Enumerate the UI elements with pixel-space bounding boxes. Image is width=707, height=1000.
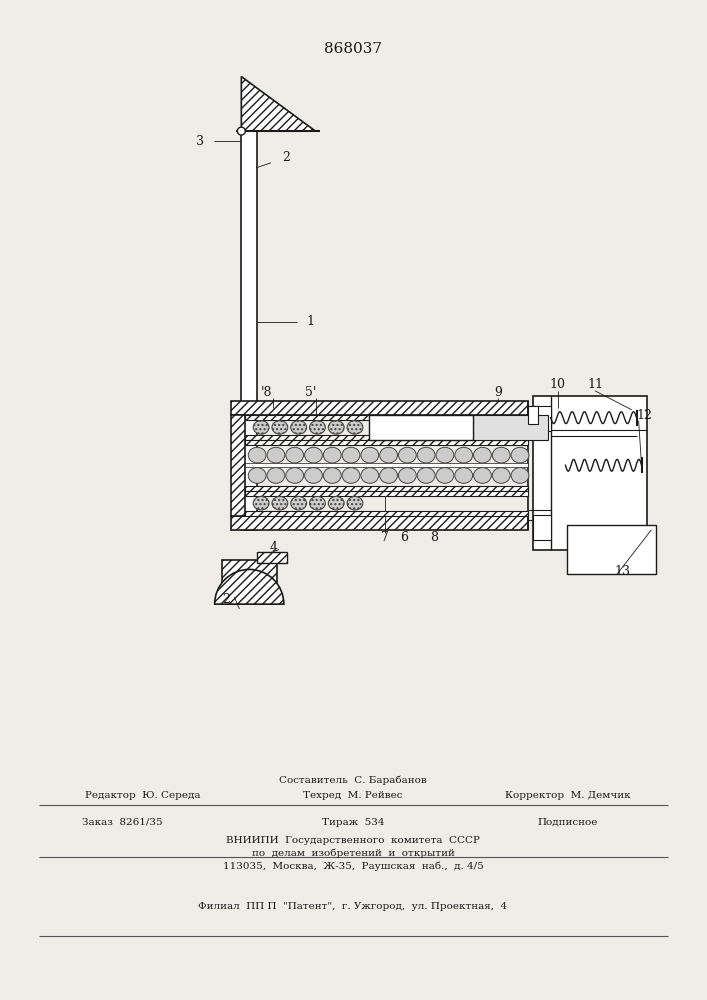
Bar bbox=[369, 415, 472, 440]
Ellipse shape bbox=[361, 447, 379, 463]
Ellipse shape bbox=[474, 447, 491, 463]
Text: 2: 2 bbox=[223, 593, 230, 606]
Ellipse shape bbox=[328, 421, 344, 434]
Ellipse shape bbox=[511, 447, 529, 463]
Text: по  делам  изобретений  и  открытий: по делам изобретений и открытий bbox=[252, 848, 455, 858]
Ellipse shape bbox=[380, 468, 397, 483]
Text: Подписное: Подписное bbox=[537, 818, 597, 827]
Bar bbox=[231, 516, 528, 530]
Ellipse shape bbox=[328, 496, 344, 510]
Text: 3: 3 bbox=[196, 135, 204, 148]
Ellipse shape bbox=[399, 468, 416, 483]
Bar bbox=[241, 131, 257, 530]
Bar bbox=[533, 515, 551, 540]
Text: 113035,  Москва,  Ж-35,  Раушская  наб.,  д. 4/5: 113035, Москва, Ж-35, Раушская наб., д. … bbox=[223, 861, 484, 871]
Ellipse shape bbox=[291, 496, 307, 510]
Ellipse shape bbox=[492, 447, 510, 463]
Ellipse shape bbox=[436, 447, 454, 463]
Ellipse shape bbox=[342, 447, 360, 463]
Text: Корректор  М. Демчик: Корректор М. Демчик bbox=[505, 791, 630, 800]
Ellipse shape bbox=[323, 468, 341, 483]
Bar bbox=[245, 435, 528, 440]
Text: Тираж  534: Тираж 534 bbox=[322, 818, 385, 827]
Ellipse shape bbox=[267, 447, 285, 463]
Text: Заказ  8261/35: Заказ 8261/35 bbox=[83, 818, 163, 827]
Bar bbox=[245, 486, 528, 491]
Text: Составитель  С. Барабанов: Составитель С. Барабанов bbox=[279, 776, 427, 785]
Bar bbox=[231, 401, 528, 415]
Polygon shape bbox=[241, 77, 315, 131]
Ellipse shape bbox=[347, 421, 363, 434]
Text: Техред  М. Рейвес: Техред М. Рейвес bbox=[303, 791, 403, 800]
Bar bbox=[221, 560, 277, 604]
Text: 12: 12 bbox=[636, 409, 653, 422]
Ellipse shape bbox=[248, 468, 266, 483]
Ellipse shape bbox=[305, 468, 322, 483]
Ellipse shape bbox=[455, 447, 472, 463]
Ellipse shape bbox=[286, 468, 303, 483]
Ellipse shape bbox=[310, 496, 325, 510]
Text: 6: 6 bbox=[400, 531, 409, 544]
Ellipse shape bbox=[399, 447, 416, 463]
Ellipse shape bbox=[248, 447, 266, 463]
Text: 2: 2 bbox=[282, 151, 290, 164]
Ellipse shape bbox=[291, 421, 307, 434]
Ellipse shape bbox=[267, 468, 285, 483]
Bar bbox=[568, 525, 656, 574]
Text: Редактор  Ю. Середа: Редактор Ю. Середа bbox=[85, 791, 200, 800]
Bar bbox=[472, 415, 548, 440]
Ellipse shape bbox=[361, 468, 379, 483]
Bar bbox=[533, 396, 646, 550]
Ellipse shape bbox=[492, 468, 510, 483]
Circle shape bbox=[238, 127, 245, 135]
Bar bbox=[245, 463, 528, 467]
Wedge shape bbox=[215, 569, 284, 604]
Text: 7: 7 bbox=[380, 531, 389, 544]
Ellipse shape bbox=[380, 447, 397, 463]
Text: 5': 5' bbox=[305, 386, 316, 399]
Text: ВНИИПИ  Государственного  комитета  СССР: ВНИИПИ Государственного комитета СССР bbox=[226, 836, 480, 845]
Bar bbox=[231, 415, 245, 516]
Bar bbox=[245, 440, 528, 445]
Text: 10: 10 bbox=[549, 378, 566, 391]
Text: 8: 8 bbox=[430, 531, 438, 544]
Ellipse shape bbox=[323, 447, 341, 463]
Ellipse shape bbox=[436, 468, 454, 483]
Ellipse shape bbox=[455, 468, 472, 483]
Bar bbox=[257, 552, 287, 563]
Ellipse shape bbox=[417, 468, 435, 483]
Bar bbox=[245, 511, 528, 516]
Ellipse shape bbox=[342, 468, 360, 483]
Ellipse shape bbox=[253, 421, 269, 434]
Bar bbox=[245, 415, 528, 420]
Text: 11: 11 bbox=[587, 378, 603, 391]
Bar bbox=[533, 406, 551, 431]
Text: 868037: 868037 bbox=[324, 42, 382, 56]
Ellipse shape bbox=[286, 447, 303, 463]
Text: 13: 13 bbox=[615, 565, 631, 578]
Ellipse shape bbox=[253, 496, 269, 510]
Text: '8: '8 bbox=[260, 386, 271, 399]
Ellipse shape bbox=[272, 421, 288, 434]
Text: 9: 9 bbox=[494, 386, 502, 399]
Ellipse shape bbox=[474, 468, 491, 483]
Text: 1: 1 bbox=[307, 315, 315, 328]
Ellipse shape bbox=[310, 421, 325, 434]
Ellipse shape bbox=[305, 447, 322, 463]
Bar bbox=[528, 406, 538, 424]
Text: Филиал  ПП П  "Патент",  г. Ужгород,  ул. Проектная,  4: Филиал ПП П "Патент", г. Ужгород, ул. Пр… bbox=[199, 902, 508, 911]
Ellipse shape bbox=[511, 468, 529, 483]
Ellipse shape bbox=[272, 496, 288, 510]
Bar bbox=[245, 491, 528, 496]
Text: 4: 4 bbox=[270, 541, 278, 554]
Ellipse shape bbox=[417, 447, 435, 463]
Ellipse shape bbox=[347, 496, 363, 510]
